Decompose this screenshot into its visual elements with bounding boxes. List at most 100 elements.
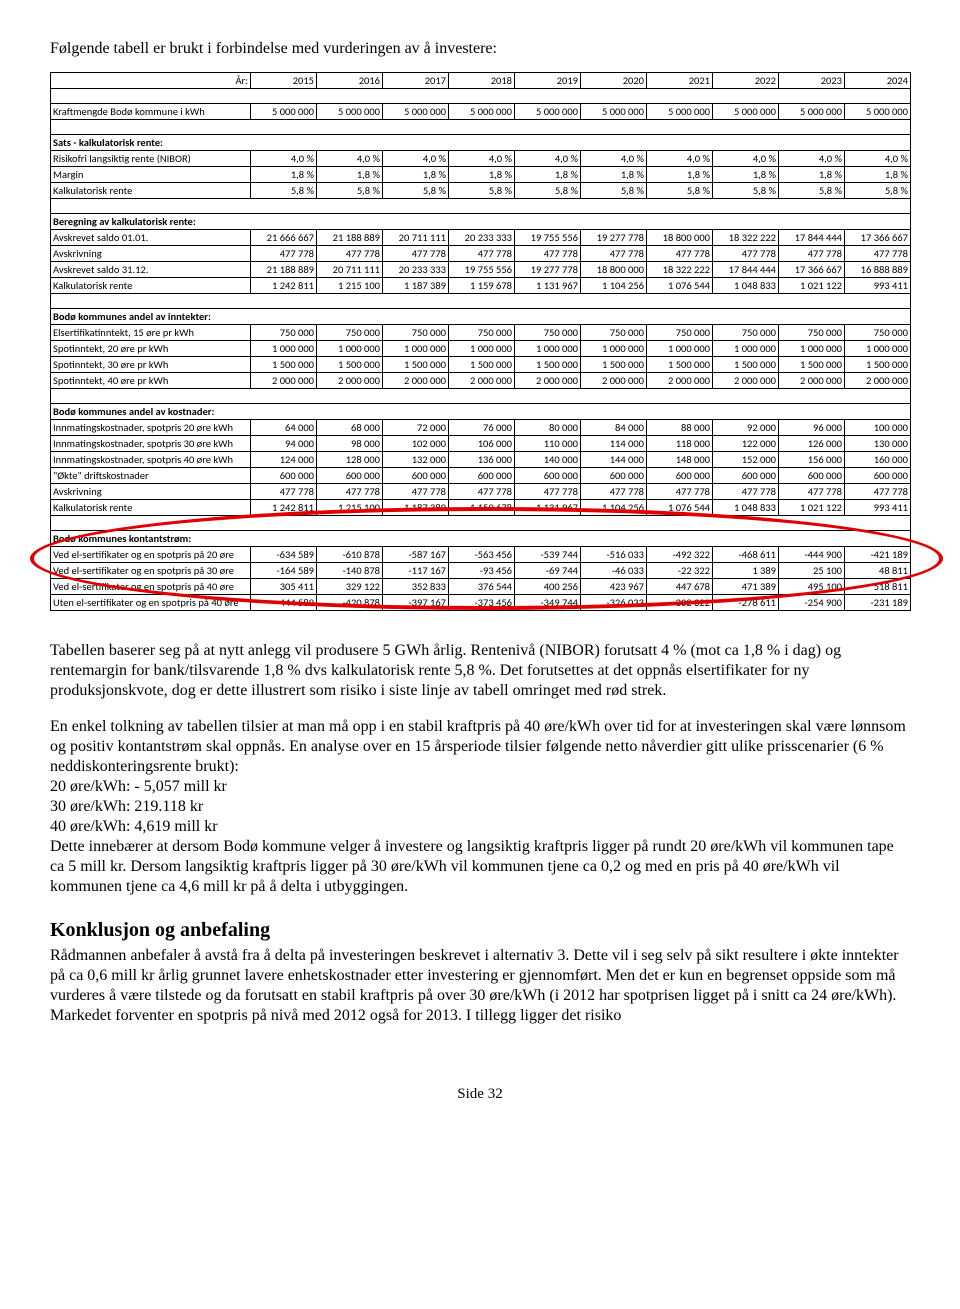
table-cell: 4,0 % — [647, 151, 713, 167]
table-cell: 1,8 % — [647, 167, 713, 183]
table-cell: 68 000 — [317, 420, 383, 436]
table-cell: 1 159 678 — [449, 278, 515, 294]
table-row-label: "Økte" driftskostnader — [51, 468, 251, 484]
table-cell: 4,0 % — [383, 151, 449, 167]
table-cell: -254 900 — [779, 595, 845, 611]
table-cell: 477 778 — [251, 484, 317, 500]
table-cell: 750 000 — [515, 325, 581, 341]
table-row-label: Spotinntekt, 30 øre pr kWh — [51, 357, 251, 373]
npv-line-0: 20 øre/kWh: - 5,057 mill kr — [50, 778, 227, 795]
table-cell: 1 000 000 — [713, 341, 779, 357]
table-cell: 5 000 000 — [845, 104, 911, 120]
table-cell: 2 000 000 — [581, 373, 647, 389]
table-cell: 1 500 000 — [317, 357, 383, 373]
table-cell: 1 048 833 — [713, 278, 779, 294]
table-cell: -326 033 — [581, 595, 647, 611]
table-cell: 1,8 % — [251, 167, 317, 183]
table-cell: -231 189 — [845, 595, 911, 611]
table-cell: 750 000 — [647, 325, 713, 341]
year-header-cell: 2015 — [251, 73, 317, 89]
table-cell: 144 000 — [581, 452, 647, 468]
table-cell: 98 000 — [317, 436, 383, 452]
table-cell: 1 131 967 — [515, 500, 581, 516]
table-cell: -444 900 — [779, 547, 845, 563]
table-cell: 25 100 — [779, 563, 845, 579]
table-cell: 80 000 — [515, 420, 581, 436]
table-cell: 17 366 667 — [845, 230, 911, 246]
table-cell: -278 611 — [713, 595, 779, 611]
table-cell: 993 411 — [845, 500, 911, 516]
table-cell: 1 500 000 — [845, 357, 911, 373]
table-row-label: Kalkulatorisk rente — [51, 183, 251, 199]
table-row-label: Margin — [51, 167, 251, 183]
table-cell: 1,8 % — [581, 167, 647, 183]
table-cell: 17 844 444 — [713, 262, 779, 278]
table-cell: 1 500 000 — [251, 357, 317, 373]
table-cell: 1 000 000 — [779, 341, 845, 357]
table-cell: 126 000 — [779, 436, 845, 452]
table-cell: 1 000 000 — [845, 341, 911, 357]
table-cell: 1 500 000 — [647, 357, 713, 373]
table-cell: 600 000 — [581, 468, 647, 484]
table-cell: 477 778 — [647, 484, 713, 500]
table-cell: 477 778 — [713, 484, 779, 500]
table-cell: 64 000 — [251, 420, 317, 436]
table-cell: 5 000 000 — [647, 104, 713, 120]
table-cell: 160 000 — [845, 452, 911, 468]
table-cell: 1,8 % — [449, 167, 515, 183]
table-cell: 84 000 — [581, 420, 647, 436]
table-row-label: Avskrivning — [51, 484, 251, 500]
table-cell: 118 000 — [647, 436, 713, 452]
table-cell: 600 000 — [317, 468, 383, 484]
table-section-header: Bodø kommunes andel av inntekter: — [51, 309, 911, 325]
table-cell: 1 215 100 — [317, 500, 383, 516]
year-header-cell: 2019 — [515, 73, 581, 89]
table-cell: 94 000 — [251, 436, 317, 452]
table-cell: 96 000 — [779, 420, 845, 436]
year-header-cell: 2022 — [713, 73, 779, 89]
paragraph-3: Dette innebærer at dersom Bodø kommune v… — [50, 838, 894, 895]
table-cell: 600 000 — [779, 468, 845, 484]
table-cell: 18 322 222 — [647, 262, 713, 278]
table-cell: 20 711 111 — [317, 262, 383, 278]
table-cell: 20 233 333 — [383, 262, 449, 278]
table-cell: 72 000 — [383, 420, 449, 436]
table-cell: 1 000 000 — [581, 341, 647, 357]
table-cell: 21 188 889 — [251, 262, 317, 278]
table-cell: 20 711 111 — [383, 230, 449, 246]
table-cell: 477 778 — [779, 484, 845, 500]
table-cell: 477 778 — [251, 246, 317, 262]
table-cell: 750 000 — [845, 325, 911, 341]
year-header-cell: 2024 — [845, 73, 911, 89]
table-cell: 2 000 000 — [383, 373, 449, 389]
table-cell: 477 778 — [383, 246, 449, 262]
year-header-cell: 2017 — [383, 73, 449, 89]
table-cell: -302 322 — [647, 595, 713, 611]
table-cell: 4,0 % — [317, 151, 383, 167]
table-cell: -420 878 — [317, 595, 383, 611]
table-cell: 477 778 — [581, 484, 647, 500]
table-cell: 114 000 — [581, 436, 647, 452]
table-row-label: Kalkulatorisk rente — [51, 500, 251, 516]
table-cell: 1 000 000 — [515, 341, 581, 357]
table-cell: 1 000 000 — [647, 341, 713, 357]
table-cell: 305 411 — [251, 579, 317, 595]
npv-line-1: 30 øre/kWh: 219.118 kr — [50, 798, 203, 815]
table-cell: 128 000 — [317, 452, 383, 468]
table-cell: 5,8 % — [383, 183, 449, 199]
table-cell: 2 000 000 — [251, 373, 317, 389]
table-row-label: Ved el-sertifikater og en spotpris på 40… — [51, 579, 251, 595]
paragraph-2-intro: En enkel tolkning av tabellen tilsier at… — [50, 718, 906, 775]
table-cell: 1 500 000 — [515, 357, 581, 373]
table-cell: 1 076 544 — [647, 500, 713, 516]
table-cell: 1 131 967 — [515, 278, 581, 294]
table-cell: 122 000 — [713, 436, 779, 452]
table-cell: 600 000 — [383, 468, 449, 484]
table-cell: 5 000 000 — [515, 104, 581, 120]
table-cell: 5,8 % — [449, 183, 515, 199]
table-cell: -610 878 — [317, 547, 383, 563]
table-cell: 477 778 — [317, 246, 383, 262]
table-cell: 92 000 — [713, 420, 779, 436]
table-row-label: Ved el-sertifikater og en spotpris på 30… — [51, 563, 251, 579]
table-cell: 140 000 — [515, 452, 581, 468]
